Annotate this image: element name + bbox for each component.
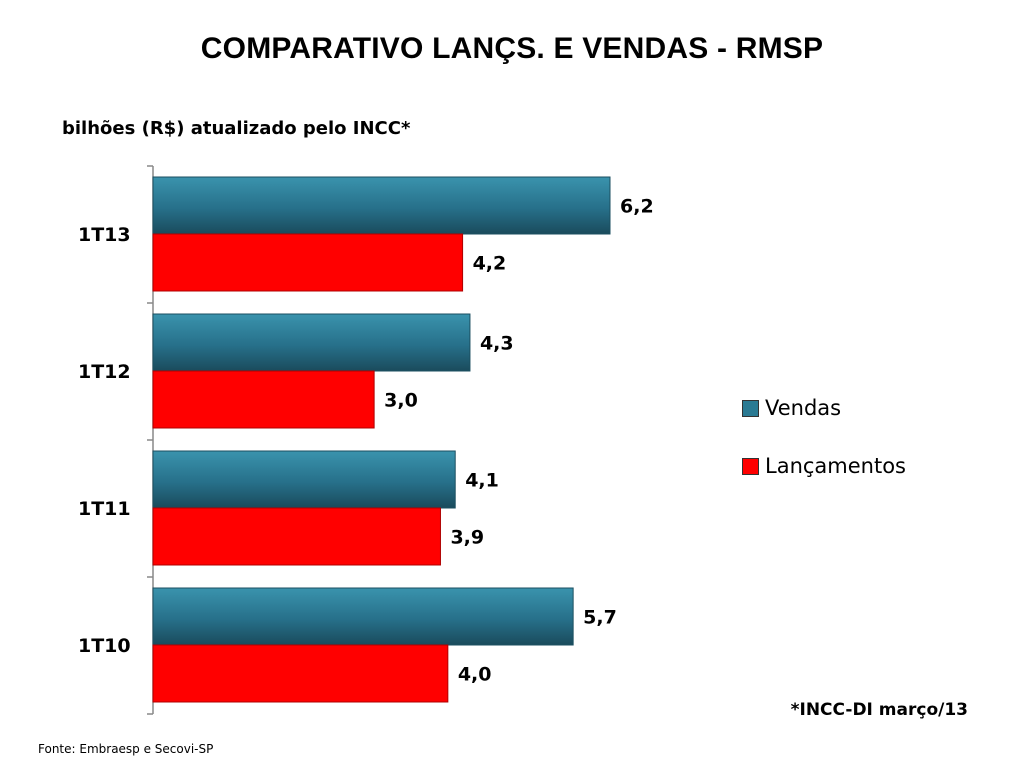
legend-swatch-vendas <box>742 399 759 417</box>
chart-subtitle: bilhões (R$) atualizado pelo INCC* <box>62 118 411 139</box>
data-label: 4,2 <box>473 253 507 275</box>
bar-lancamentos-1T12 <box>152 370 375 429</box>
bar-vendas-1T12 <box>152 313 471 372</box>
legend-item-vendas: Vendas <box>742 393 906 423</box>
category-label: 1T13 <box>78 224 131 246</box>
bar-vendas-1T13 <box>152 176 611 235</box>
data-label: 3,9 <box>450 527 484 549</box>
footnote: *INCC-DI março/13 <box>790 700 968 720</box>
source-note: Fonte: Embraesp e Secovi-SP <box>38 742 214 756</box>
category-label: 1T10 <box>78 635 131 657</box>
bar-lancamentos-1T11 <box>152 507 441 566</box>
data-label: 6,2 <box>620 196 654 218</box>
legend-label-vendas: Vendas <box>765 396 842 420</box>
legend-item-lancamentos: Lançamentos <box>742 451 906 481</box>
data-label: 3,0 <box>384 390 418 412</box>
legend-label-lancamentos: Lançamentos <box>765 454 907 478</box>
data-label: 4,3 <box>480 333 514 355</box>
page-title: COMPARATIVO LANÇS. E VENDAS - RMSP <box>200 32 824 65</box>
data-label: 5,7 <box>583 607 617 629</box>
category-label: 1T11 <box>78 498 131 520</box>
bar-lancamentos-1T13 <box>152 233 464 292</box>
bar-vendas-1T10 <box>152 587 574 646</box>
category-label: 1T12 <box>78 361 131 383</box>
bar-vendas-1T11 <box>152 450 456 509</box>
legend-swatch-lancamentos <box>742 457 759 475</box>
data-label: 4,1 <box>465 470 499 492</box>
bar-lancamentos-1T10 <box>152 644 449 703</box>
data-label: 4,0 <box>458 664 492 686</box>
chart-legend: Vendas Lançamentos <box>742 393 906 509</box>
